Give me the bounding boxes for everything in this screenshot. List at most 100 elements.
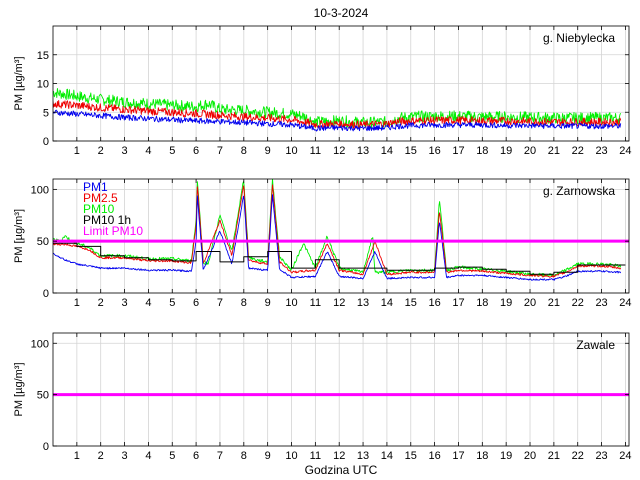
x-tick-label: 13: [357, 450, 369, 462]
x-tick-label: 3: [121, 297, 127, 309]
x-tick-label: 22: [572, 297, 584, 309]
axes-frame: [52, 332, 630, 447]
x-tick-label: 24: [619, 450, 631, 462]
panel-2: 1 2 3 4 5 6 7 8 9 10 11 12 13 14 15 16 17 18 19 20 21 22 23 240…: [13, 178, 632, 309]
legend-entry: PM1: [83, 180, 108, 194]
x-tick-label: 1: [74, 145, 80, 157]
x-tick-label: 1: [74, 450, 80, 462]
chart-title: 10-3-2024: [314, 6, 369, 20]
series-group: [53, 88, 622, 132]
x-tick-label: 21: [548, 297, 560, 309]
axes-frame: [52, 178, 630, 294]
x-tick-label: 5: [169, 450, 175, 462]
x-tick-label: 7: [217, 297, 223, 309]
x-tick-label: 4: [145, 297, 151, 309]
x-tick-label: 10: [285, 145, 297, 157]
x-tick-label: 21: [548, 145, 560, 157]
y-tick-label: 50: [37, 390, 49, 402]
legend-entry: PM10 1h: [83, 213, 131, 227]
x-tick-label: 6: [193, 297, 199, 309]
y-tick-label: 0: [43, 441, 49, 453]
x-tick-label: 2: [98, 145, 104, 157]
y-tick-label: 100: [31, 338, 49, 350]
series-group: [53, 179, 629, 281]
x-tick-label: 8: [241, 450, 247, 462]
plot-area: [53, 333, 629, 446]
station-name: Zawale: [576, 338, 615, 352]
x-tick-label: 6: [193, 450, 199, 462]
x-tick-label: 20: [524, 145, 536, 157]
x-tick-label: 8: [241, 297, 247, 309]
x-axis-label: Godzina UTC: [305, 463, 378, 477]
x-tick-label: 16: [428, 145, 440, 157]
x-tick-label: 14: [381, 450, 393, 462]
y-axis-label: PM [µg/m³]: [13, 362, 25, 416]
x-tick-label: 2: [98, 297, 104, 309]
x-tick-label: 14: [381, 145, 393, 157]
x-tick-label: 7: [217, 145, 223, 157]
x-tick-label: 22: [572, 145, 584, 157]
x-tick-label: 14: [381, 297, 393, 309]
x-tick-label: 23: [595, 450, 607, 462]
x-tick-label: 6: [193, 145, 199, 157]
y-tick-label: 10: [37, 79, 49, 91]
series-line-pm10-1h: [53, 242, 626, 275]
x-tick-label: 4: [145, 145, 151, 157]
x-tick-label: 19: [500, 297, 512, 309]
x-tick-label: 5: [169, 145, 175, 157]
series-line-pm1: [53, 194, 622, 281]
panel-3: 1 2 3 4 5 6 7 8 9 10 11 12 13 14 15 16 17 18 19 20 21 22 23 240…: [13, 332, 632, 462]
x-tick-label: 9: [265, 450, 271, 462]
x-tick-label: 24: [619, 297, 631, 309]
x-tick-label: 12: [333, 297, 345, 309]
legend-entry: PM2.5: [83, 191, 118, 205]
x-tick-label: 16: [428, 450, 440, 462]
x-tick-label: 17: [452, 450, 464, 462]
x-tick-label: 20: [524, 297, 536, 309]
x-tick-label: 10: [285, 297, 297, 309]
x-tick-label: 15: [405, 450, 417, 462]
x-tick-label: 11: [310, 450, 321, 462]
x-tick-label: 3: [121, 145, 127, 157]
x-tick-label: 1: [74, 297, 80, 309]
legend-entry: Limit PM10: [83, 224, 143, 238]
y-axis-label: PM [µg/m³]: [13, 56, 25, 110]
x-tick-label: 24: [619, 145, 631, 157]
x-tick-label: 10: [285, 450, 297, 462]
x-tick-label: 18: [476, 145, 488, 157]
series-line-pm1: [53, 109, 622, 132]
x-tick-label: 17: [452, 297, 464, 309]
x-tick-label: 19: [500, 450, 512, 462]
x-tick-label: 20: [524, 450, 536, 462]
x-tick-label: 12: [333, 145, 345, 157]
x-tick-label: 15: [405, 297, 417, 309]
panel-1: 1 2 3 4 5 6 7 8 9 10 11 12 13 14 15 16 17 18 19 20 21 22 23 240…: [13, 25, 632, 157]
x-tick-label: 23: [595, 297, 607, 309]
x-tick-label: 5: [169, 297, 175, 309]
y-tick-label: 50: [37, 236, 49, 248]
x-tick-label: 8: [241, 145, 247, 157]
y-tick-label: 0: [43, 136, 49, 148]
x-tick-label: 2: [98, 450, 104, 462]
x-tick-label: 13: [357, 145, 369, 157]
y-tick-label: 100: [31, 184, 49, 196]
x-tick-label: 23: [595, 145, 607, 157]
y-tick-label: 0: [43, 288, 49, 300]
x-tick-label: 7: [217, 450, 223, 462]
x-tick-label: 9: [265, 297, 271, 309]
x-tick-label: 13: [357, 297, 369, 309]
x-tick-label: 9: [265, 145, 271, 157]
legend-entry: PM10: [83, 202, 115, 216]
x-tick-label: 18: [476, 297, 488, 309]
x-tick-label: 15: [405, 145, 417, 157]
x-tick-label: 16: [428, 297, 440, 309]
x-tick-label: 18: [476, 450, 488, 462]
x-tick-label: 12: [333, 450, 345, 462]
x-tick-label: 19: [500, 145, 512, 157]
x-tick-label: 11: [310, 145, 321, 157]
x-tick-label: 4: [145, 450, 151, 462]
station-name: g. Zarnowska: [543, 184, 615, 198]
series-line-pm2-5: [53, 100, 622, 129]
x-tick-label: 21: [548, 450, 560, 462]
